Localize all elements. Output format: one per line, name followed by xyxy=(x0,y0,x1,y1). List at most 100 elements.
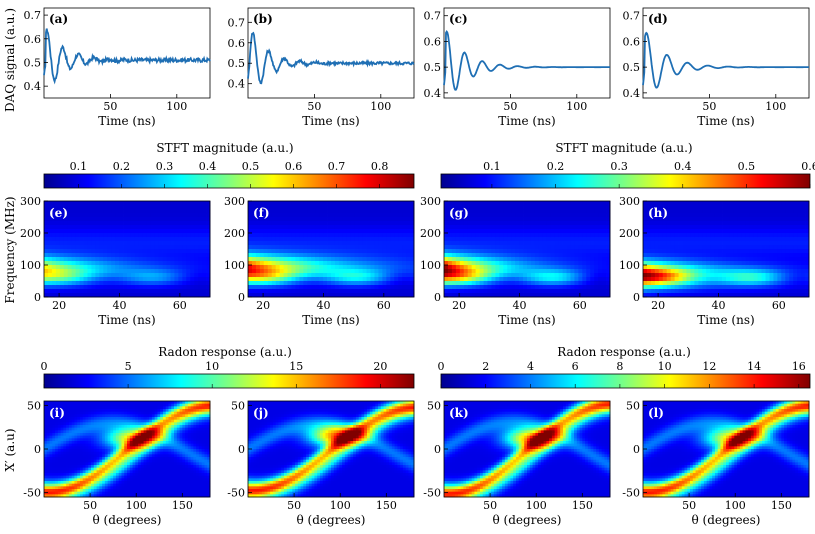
heatmap-cell xyxy=(255,277,261,282)
heatmap-cell xyxy=(370,237,375,242)
heatmap-cell xyxy=(82,465,86,469)
heatmap-cell xyxy=(729,213,735,218)
heatmap-cell xyxy=(741,253,747,258)
heatmap-cell xyxy=(590,233,595,238)
heatmap-cell xyxy=(471,237,477,242)
heatmap-cell xyxy=(690,261,695,266)
heatmap-cell xyxy=(527,241,532,246)
heatmap-cell xyxy=(527,233,532,238)
heatmap-cell xyxy=(714,221,719,226)
heatmap-cell xyxy=(46,438,50,442)
heatmap-cell xyxy=(182,269,187,274)
heatmap-cell xyxy=(769,277,774,282)
heatmap-cell xyxy=(598,293,603,298)
heatmap-cell xyxy=(311,241,316,246)
heatmap-cell xyxy=(562,205,567,210)
heatmap-cell xyxy=(741,245,747,250)
heatmap-cell xyxy=(487,233,492,238)
heatmap-cell xyxy=(670,285,676,290)
heatmap-cell xyxy=(374,245,379,250)
heatmap-cell xyxy=(527,237,532,242)
heatmap-cell xyxy=(749,221,755,226)
heatmap-cell xyxy=(130,265,136,270)
heatmap-cell xyxy=(275,273,281,278)
heatmap-cell xyxy=(519,221,524,226)
heatmap-cell xyxy=(515,209,520,214)
heatmap-cell xyxy=(527,281,532,286)
heatmap-cell xyxy=(206,289,211,294)
heatmap-cell xyxy=(57,406,61,410)
heatmap-cell xyxy=(63,470,67,474)
heatmap-cell xyxy=(55,409,59,413)
heatmap-cell xyxy=(394,257,399,262)
heatmap-cell xyxy=(283,245,288,250)
heatmap-cell xyxy=(694,281,699,286)
heatmap-cell xyxy=(60,451,64,455)
heatmap-cell xyxy=(515,201,520,206)
heatmap-cell xyxy=(406,205,411,210)
heatmap-cell xyxy=(562,253,567,258)
heatmap-cell xyxy=(718,289,723,294)
heatmap-cell xyxy=(55,433,59,437)
heatmap-cell xyxy=(83,225,88,230)
heatmap-cell xyxy=(311,253,316,258)
heatmap-cell xyxy=(55,483,59,487)
heatmap-cell xyxy=(491,281,496,286)
heatmap-cell xyxy=(323,213,328,218)
panel-label: (f) xyxy=(253,206,270,220)
heatmap-cell xyxy=(386,293,391,298)
heatmap-cell xyxy=(479,281,484,286)
heatmap-cell xyxy=(598,277,603,282)
heatmap-cell xyxy=(463,273,469,278)
heatmap-cell xyxy=(123,221,128,226)
heatmap-cell xyxy=(594,249,599,254)
heatmap-cell xyxy=(674,273,679,278)
heatmap-cell xyxy=(311,265,316,270)
heatmap-cell xyxy=(267,237,273,242)
heatmap-cell xyxy=(251,245,257,250)
heatmap-cell xyxy=(60,457,64,461)
heatmap-cell xyxy=(499,285,504,290)
heatmap-cell xyxy=(83,281,88,286)
heatmap-cell xyxy=(354,281,360,286)
heatmap-cell xyxy=(598,225,603,230)
heatmap-cell xyxy=(398,249,403,254)
heatmap-cell xyxy=(666,205,672,210)
heatmap-cell xyxy=(515,217,520,222)
heatmap-cell xyxy=(79,425,84,429)
heatmap-cell xyxy=(598,229,603,234)
heatmap-cell xyxy=(483,229,488,234)
heatmap-cell xyxy=(602,293,607,298)
heatmap-cell xyxy=(570,249,575,254)
heatmap-cell xyxy=(530,201,536,206)
heatmap-cell xyxy=(299,249,304,254)
heatmap-cell xyxy=(686,225,691,230)
heatmap-cell xyxy=(643,281,648,286)
heatmap-cell xyxy=(662,237,668,242)
heatmap-cell xyxy=(362,225,367,230)
heatmap-cell xyxy=(202,213,207,218)
heatmap-cell xyxy=(467,277,473,282)
heatmap-cell xyxy=(459,209,465,214)
heatmap-cell xyxy=(789,217,794,222)
heatmap-cell xyxy=(178,245,183,250)
heatmap-cell xyxy=(558,213,563,218)
heatmap-cell xyxy=(761,217,766,222)
heatmap-cell xyxy=(674,241,679,246)
heatmap-cell xyxy=(350,237,356,242)
heatmap-cell xyxy=(111,241,116,246)
heatmap-cell xyxy=(99,285,104,290)
heatmap-cell xyxy=(77,443,81,447)
heatmap-cell xyxy=(46,403,50,407)
heatmap-cell xyxy=(487,217,492,222)
heatmap-cell xyxy=(319,225,324,230)
heatmap-cell xyxy=(757,201,762,206)
heatmap-cell xyxy=(74,491,78,495)
heatmap-cell xyxy=(63,401,67,405)
heatmap-cell xyxy=(406,285,411,290)
heatmap-cell xyxy=(178,221,183,226)
heatmap-cell xyxy=(331,205,336,210)
heatmap-cell xyxy=(682,245,687,250)
ytick-label: 300 xyxy=(224,195,245,208)
heatmap-cell xyxy=(562,257,567,262)
